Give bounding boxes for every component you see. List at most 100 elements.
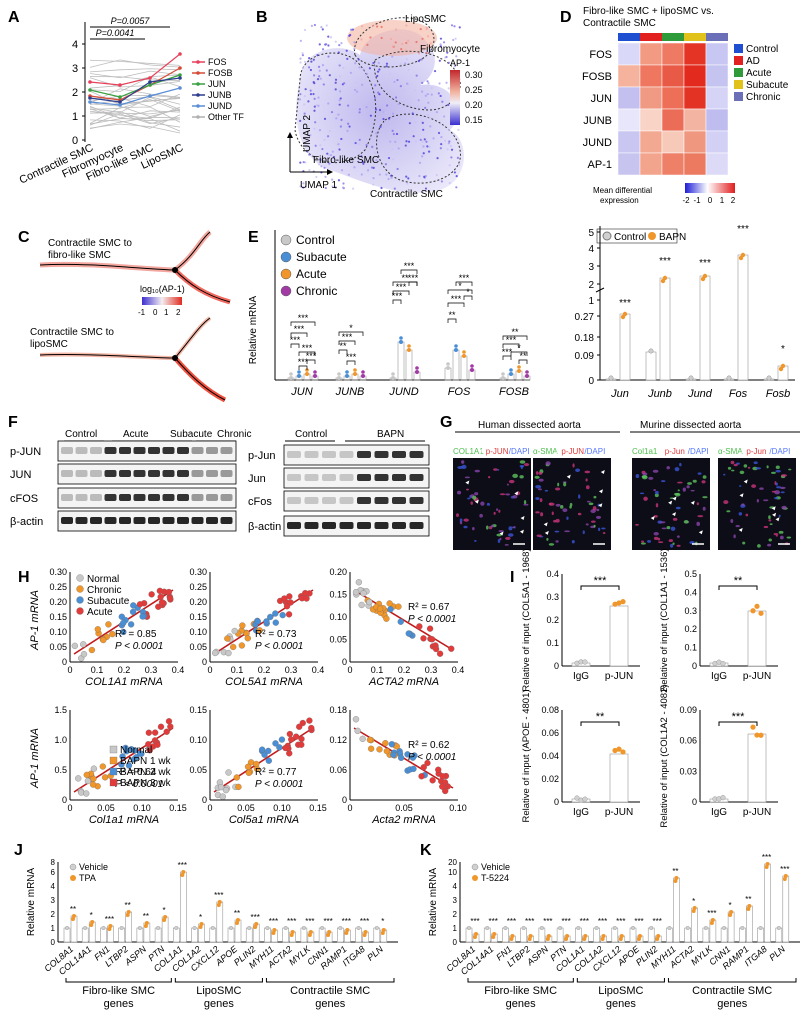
heatmap-cell	[705, 130, 729, 154]
umap-point	[325, 43, 328, 46]
cell-signal	[743, 464, 748, 468]
umap-point	[442, 41, 446, 44]
h-point	[158, 599, 166, 606]
cell-signal	[670, 526, 676, 531]
K-bar-vehicle	[502, 927, 509, 943]
umap-point	[299, 119, 302, 122]
f-row-label: p-Jun	[248, 450, 276, 462]
h-point	[272, 740, 279, 747]
i-point	[750, 608, 756, 614]
arrowhead-marker	[543, 522, 548, 527]
J-point	[229, 926, 233, 930]
umap-point	[447, 142, 450, 145]
umap-point	[319, 144, 322, 147]
J-point	[180, 873, 185, 877]
i-ytick: 0.02	[541, 774, 559, 784]
arrowhead-marker	[690, 500, 695, 505]
h-ytick: 0	[342, 657, 347, 667]
cell-signal	[585, 478, 588, 482]
J-sig: ***	[360, 917, 369, 926]
K-legend: T-5224	[481, 873, 509, 883]
i-xtick: IgG	[711, 671, 727, 682]
umap-point	[421, 37, 424, 40]
h-ytick: 0.20	[49, 597, 67, 607]
cell-signal	[557, 482, 560, 487]
umap-point	[446, 51, 449, 54]
umap-point	[376, 70, 380, 73]
h-p: P < 0.0001	[115, 779, 163, 790]
heatmap-cell	[639, 86, 663, 110]
umap-point	[331, 150, 334, 153]
e2-ytick-label: 4	[588, 244, 594, 255]
cell-signal	[586, 500, 591, 503]
i-point	[616, 600, 622, 606]
umap-point	[342, 182, 345, 185]
umap-point	[364, 75, 368, 78]
umap-point	[304, 185, 307, 188]
cell-signal	[774, 497, 778, 500]
arrowhead-marker	[738, 527, 743, 532]
cell-signal	[738, 485, 742, 487]
heatmap-cell	[617, 86, 641, 110]
i-ylabel: Relative of input (COL1A1 - 1536)	[659, 548, 670, 691]
K-legend-dot	[472, 875, 478, 881]
umap-point	[338, 99, 341, 102]
J-sig: ***	[105, 915, 114, 924]
cell-signal	[571, 540, 575, 544]
e-bar	[397, 341, 405, 381]
i-ytick: 0.3	[546, 592, 559, 602]
h-r2: R² = 0.64	[115, 767, 157, 778]
J-group-bracket	[174, 978, 263, 983]
K-point	[618, 937, 623, 941]
J-point	[320, 926, 325, 930]
g-stain-label: COL1A1	[453, 447, 484, 456]
h-point	[119, 753, 126, 760]
h-point	[75, 775, 82, 782]
cb-tick: 2	[176, 308, 181, 317]
h-point	[219, 793, 226, 800]
J-legend-dot	[70, 875, 76, 881]
cell-signal	[538, 471, 543, 475]
h-point	[239, 622, 246, 629]
h-point	[139, 613, 146, 620]
cell-signal	[723, 473, 726, 476]
cell-signal	[493, 468, 498, 471]
e2-point-bapn	[738, 255, 744, 261]
e2-legend-control: Control	[614, 232, 646, 243]
h-point	[267, 613, 274, 621]
J-group-label-1: LipoSMC	[196, 985, 241, 997]
umap-point	[412, 135, 415, 138]
umap-point	[455, 186, 458, 189]
umap-point	[380, 25, 383, 29]
K-sig: **	[672, 867, 678, 876]
K-point	[564, 937, 569, 941]
h-point	[80, 651, 88, 658]
e-sig-bracket	[338, 349, 348, 354]
western-band	[287, 497, 301, 504]
e2-gene-label: Fos	[729, 388, 748, 400]
K-bar-treat	[691, 907, 698, 943]
cell-signal	[508, 526, 513, 531]
K-bar-vehicle	[556, 927, 564, 943]
panel-j-label: J	[14, 842, 23, 859]
f-group-label: Control	[65, 429, 97, 440]
umap-point	[345, 49, 348, 52]
K-group-bracket	[576, 978, 665, 983]
h-point	[244, 763, 252, 770]
cell-signal	[601, 527, 606, 530]
cell-signal	[575, 468, 581, 472]
e-legend-dot	[280, 234, 292, 246]
cell-signal	[498, 530, 504, 533]
d-cb-tick: -1	[693, 196, 701, 205]
J-group-label-1: Fibro-like SMC	[82, 985, 155, 997]
cell-signal	[768, 538, 772, 542]
a-ytick-label: 3	[72, 63, 78, 75]
e-sig-bracket	[290, 343, 300, 348]
J-point	[192, 926, 197, 930]
cell-signal	[472, 495, 477, 500]
J-ylabel: Relative mRNA	[26, 868, 37, 937]
h-point	[293, 733, 300, 740]
cell-signal	[596, 508, 600, 512]
umap-point	[420, 58, 423, 61]
